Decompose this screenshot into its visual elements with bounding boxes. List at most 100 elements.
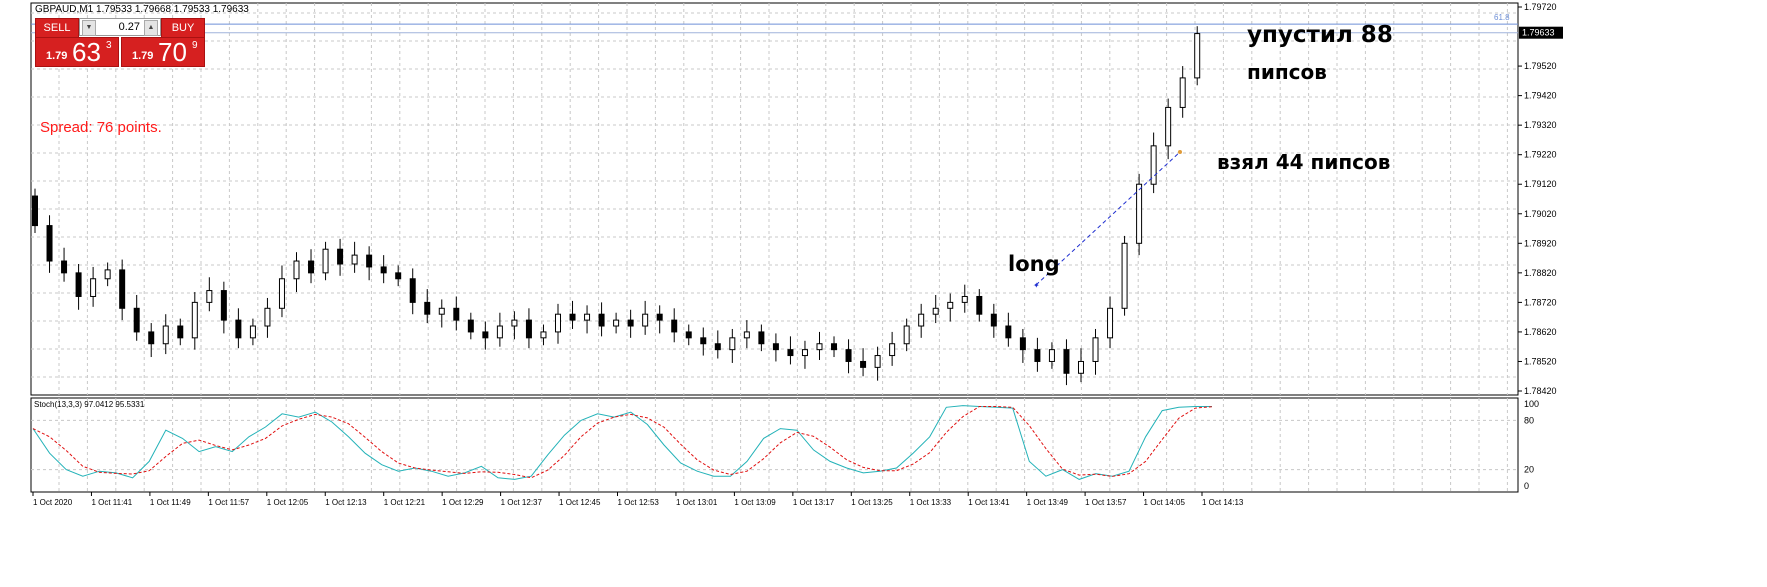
candle	[613, 319, 620, 327]
lot-size-input[interactable]: ▼ 0.27 ▲	[79, 18, 161, 36]
sell-price-prefix: 1.79	[46, 50, 68, 62]
candles	[32, 26, 1201, 386]
candle	[685, 331, 692, 339]
buy-price-button[interactable]: 1.79 70 9	[121, 37, 205, 67]
candle	[540, 331, 547, 339]
candle	[990, 313, 997, 327]
price-tick-label: 1.79120	[1524, 179, 1557, 189]
candle	[903, 325, 910, 345]
spread-label: Spread: 76 points.	[40, 119, 162, 136]
candle	[366, 254, 373, 268]
candle	[1179, 77, 1186, 108]
time-tick-label: 1 Oct 13:17	[793, 498, 835, 507]
candle	[61, 260, 68, 274]
candle	[627, 319, 634, 327]
candle	[133, 307, 140, 333]
candle	[1077, 360, 1084, 374]
price-tick-label: 1.79020	[1524, 209, 1557, 219]
candle	[206, 290, 213, 303]
candle	[395, 272, 402, 280]
sell-price-fraction: 3	[106, 40, 112, 51]
candle	[947, 301, 954, 309]
time-tick-label: 1 Oct 13:09	[734, 498, 776, 507]
candle	[438, 307, 445, 315]
candle	[90, 278, 97, 297]
candle	[584, 313, 591, 321]
lot-size-value: 0.27	[118, 21, 140, 33]
price-tick-label: 1.79420	[1524, 91, 1557, 101]
candle	[1150, 145, 1157, 185]
buy-button[interactable]: BUY	[161, 18, 205, 38]
symbol-info: GBPAUD,M1 1.79533 1.79668 1.79533 1.7963…	[35, 4, 249, 15]
candle	[1194, 33, 1201, 79]
lot-increase-icon[interactable]: ▲	[144, 20, 158, 36]
candle	[235, 319, 242, 339]
time-tick-label: 1 Oct 12:53	[618, 498, 660, 507]
candle	[860, 360, 867, 368]
candle	[816, 343, 823, 351]
sell-button[interactable]: SELL	[35, 18, 79, 38]
candle	[918, 313, 925, 327]
candle	[148, 331, 155, 345]
price-tick-label: 1.78920	[1524, 238, 1557, 248]
current-price-label: 1.79633	[1522, 28, 1555, 38]
candle	[1063, 349, 1070, 374]
candle	[845, 349, 852, 362]
candle	[598, 313, 605, 327]
buy-price-fraction: 9	[192, 40, 198, 51]
candle	[976, 295, 983, 315]
time-tick-label: 1 Oct 11:49	[150, 498, 191, 507]
candle	[961, 295, 968, 303]
price-tick-label: 1.78720	[1524, 297, 1557, 307]
time-tick-label: 1 Oct 12:45	[559, 498, 601, 507]
candle	[874, 355, 881, 368]
candle	[1048, 349, 1055, 362]
price-axis: 1.79720 1.79520 1.79420 1.79320 1.79220 1.791…	[1518, 2, 1557, 396]
candle	[1107, 307, 1114, 339]
annotation-lost: упустил 88	[1247, 22, 1393, 48]
candle	[1034, 349, 1041, 362]
price-tick-label: 1.78520	[1524, 356, 1557, 366]
price-tick-label: 1.79320	[1524, 120, 1557, 130]
candle	[642, 313, 649, 327]
time-tick-label: 1 Oct 14:13	[1202, 498, 1244, 507]
candle	[308, 260, 315, 274]
candle	[337, 248, 344, 265]
candle	[119, 269, 126, 309]
candle	[671, 319, 678, 333]
candle	[889, 343, 896, 357]
candle	[46, 225, 53, 262]
candle	[409, 278, 416, 303]
annotation-took: взял 44 пипсов	[1217, 150, 1391, 174]
candle	[511, 319, 518, 327]
time-tick-label: 1 Oct 11:57	[208, 498, 249, 507]
candle	[729, 337, 736, 351]
time-tick-label: 1 Oct 12:05	[267, 498, 309, 507]
candle	[293, 260, 300, 280]
time-tick-label: 1 Oct 13:25	[851, 498, 893, 507]
current-price-box	[1519, 26, 1563, 39]
sell-price-button[interactable]: 1.79 63 3	[35, 37, 119, 67]
candle	[482, 331, 489, 339]
candle	[249, 325, 256, 339]
candle	[104, 269, 111, 280]
lot-decrease-icon[interactable]: ▼	[82, 20, 96, 36]
candle	[1121, 242, 1128, 309]
time-tick-label: 1 Oct 13:01	[676, 498, 718, 507]
stoch-level-label: 100	[1524, 399, 1539, 409]
time-tick-label: 1 Oct 13:49	[1027, 498, 1069, 507]
one-click-trading-panel: SELL ▼ 0.27 ▲ BUY 1.79 63 3 1.79 70 9	[35, 18, 205, 68]
time-tick-label: 1 Oct 2020	[33, 498, 73, 507]
time-tick-label: 1 Oct 13:57	[1085, 498, 1127, 507]
buy-price-pips: 70	[158, 37, 187, 67]
candle	[714, 343, 721, 351]
candle	[162, 325, 169, 345]
buy-price-prefix: 1.79	[132, 50, 154, 62]
candle	[831, 343, 838, 351]
candle	[1165, 106, 1172, 147]
candle	[424, 301, 431, 315]
time-axis: 1 Oct 2020 1 Oct 11:41 1 Oct 11:49 1 Oct 11…	[32, 492, 1244, 507]
time-tick-label: 1 Oct 13:41	[968, 498, 1010, 507]
